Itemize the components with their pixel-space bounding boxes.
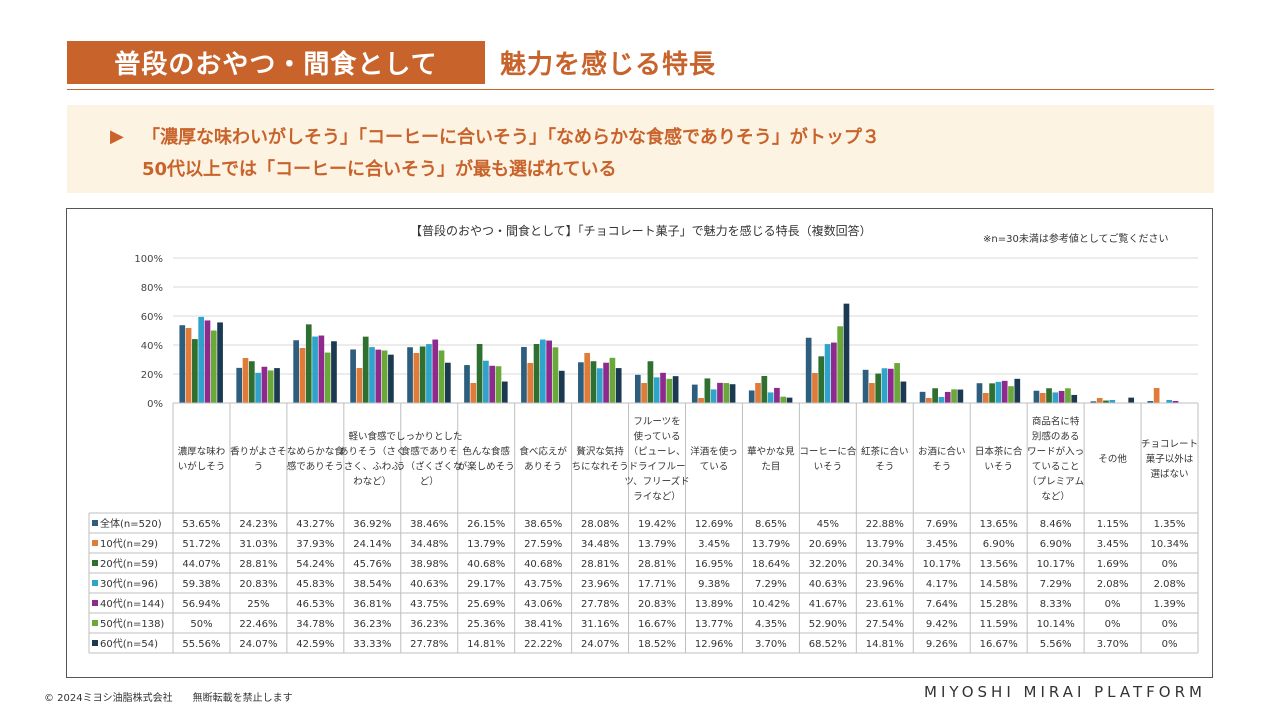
summary-box: ▶ 「濃厚な味わいがしそう」「コーヒーに合いそう」「なめらかな食感でありそう」が… (67, 105, 1214, 193)
copyright: © 2024ミヨシ油脂株式会社 無断転載を禁止します (44, 693, 293, 704)
summary-line-1: 「濃厚な味わいがしそう」「コーヒーに合いそう」「なめらかな食感でありそう」がトッ… (142, 127, 880, 148)
summary-line-2: 50代以上では「コーヒーに合いそう」が最も選ばれている (142, 159, 617, 180)
triangle-bullet-icon: ▶ (110, 126, 124, 147)
chart-frame (66, 208, 1213, 678)
title-divider (67, 89, 1214, 90)
page-title: 普段のおやつ・間食として (67, 41, 485, 84)
chart-title: 【普段のおやつ・間食として】「チョコレート菓子」で魅力を感じる特長（複数回答） (410, 224, 872, 238)
page-subtitle: 魅力を感じる特長 (500, 50, 717, 80)
brand-logo-text: MIYOSHI MIRAI PLATFORM (924, 683, 1206, 701)
chart-note: ※n=30未満は参考値としてご覧ください (983, 234, 1169, 245)
